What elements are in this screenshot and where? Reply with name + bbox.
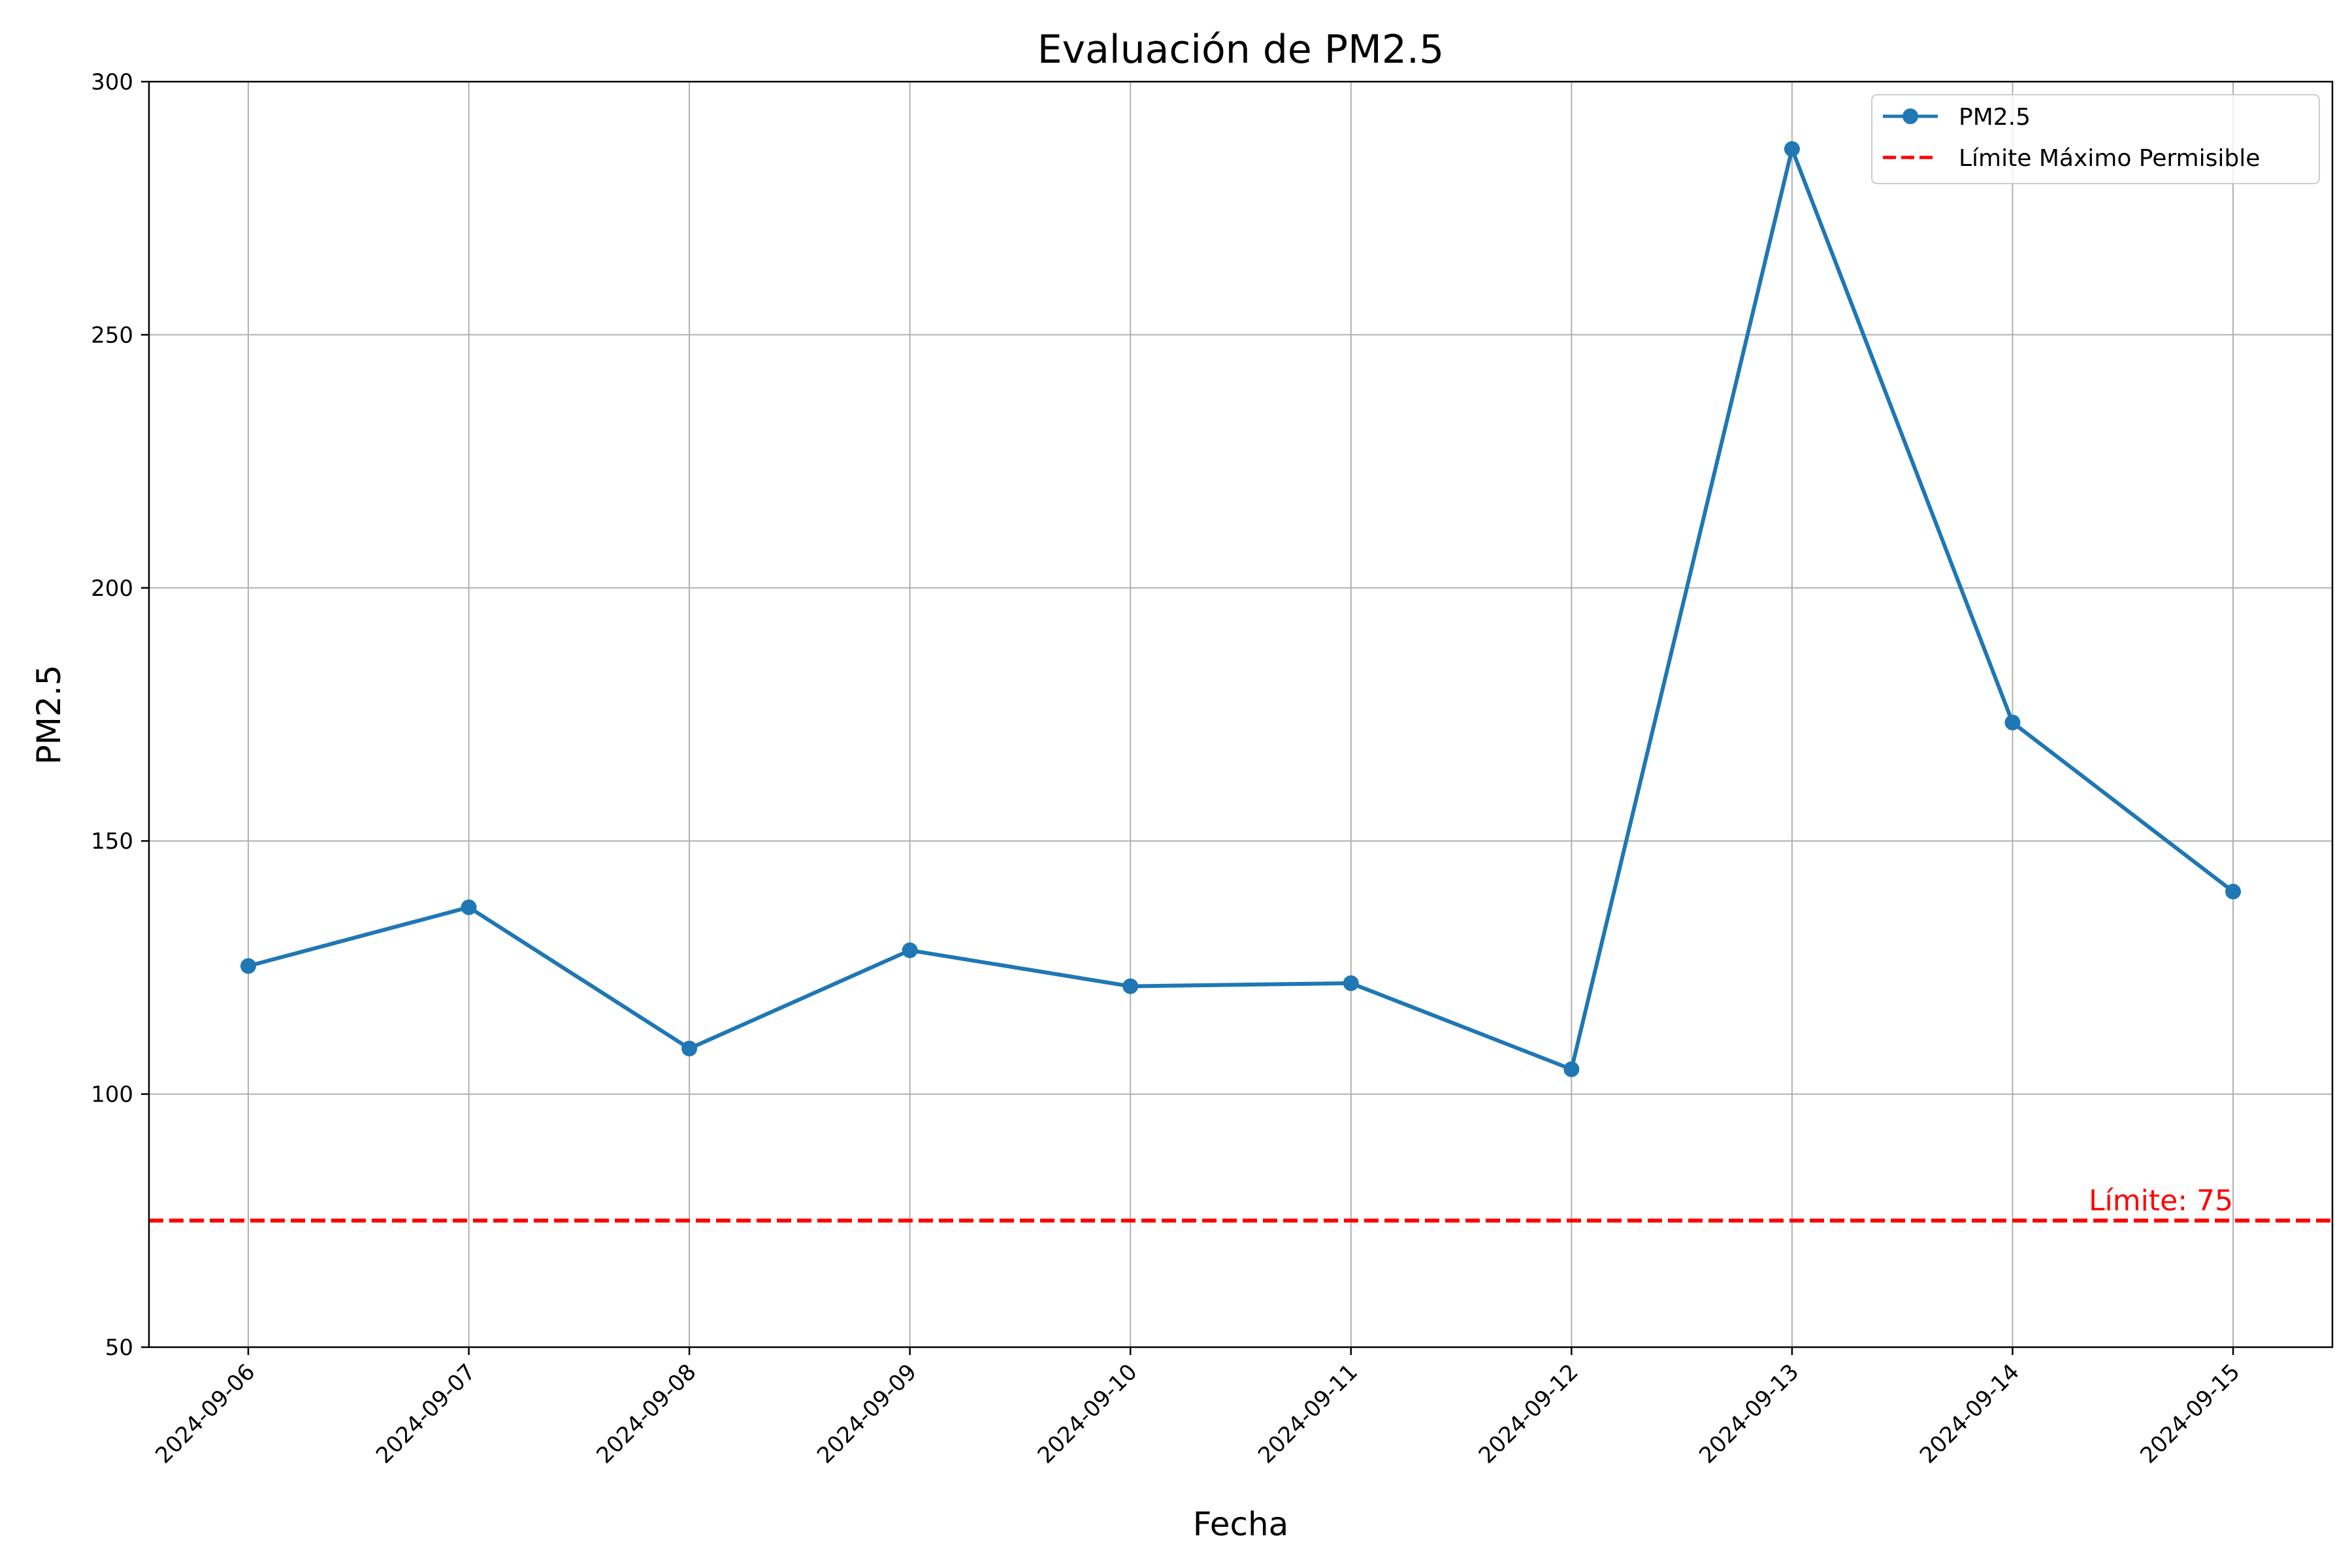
x-tick-label: 2024-09-07 <box>371 1359 481 1469</box>
reference-line-layer: Límite: 75 <box>149 1184 2332 1223</box>
x-tick-label: 2024-09-08 <box>591 1359 701 1469</box>
y-tick-label: 300 <box>91 69 133 95</box>
x-tick-label: 2024-09-12 <box>1474 1359 1584 1469</box>
x-axis-ticks: 2024-09-06 2024-09-07 2024-09-08 2024-09-09… <box>150 1347 2245 1469</box>
data-point <box>461 899 477 915</box>
data-point <box>1122 978 1139 994</box>
y-tick-label: 200 <box>91 576 133 602</box>
data-point <box>681 1040 698 1056</box>
y-tick-label: 150 <box>91 828 133 855</box>
series-layer <box>240 141 2241 1077</box>
data-point <box>1343 975 1359 991</box>
data-point <box>240 958 256 974</box>
legend-series-label: PM2.5 <box>1959 104 2031 131</box>
data-point <box>2004 714 2021 730</box>
legend-box <box>1871 94 2320 184</box>
data-point <box>1563 1061 1580 1077</box>
x-tick-label: 2024-09-11 <box>1253 1359 1363 1469</box>
x-tick-label: 2024-09-15 <box>2135 1359 2245 1469</box>
x-tick-label: 2024-09-14 <box>1915 1359 2025 1469</box>
x-axis-label: Fecha <box>1193 1505 1289 1543</box>
x-tick-label: 2024-09-09 <box>812 1359 922 1469</box>
y-tick-label: 100 <box>91 1082 133 1108</box>
legend: PM2.5 Límite Máximo Permisible <box>1871 94 2320 184</box>
y-tick-label: 50 <box>105 1335 133 1361</box>
x-tick-label: 2024-09-06 <box>150 1359 260 1469</box>
chart-title: Evaluación de PM2.5 <box>1037 27 1445 73</box>
plot-frame <box>148 80 2334 1348</box>
x-tick-label: 2024-09-10 <box>1033 1359 1143 1469</box>
data-point <box>2225 883 2241 900</box>
data-point <box>1784 141 1800 157</box>
y-axis-label: PM2.5 <box>30 665 68 765</box>
series-line <box>248 147 2234 1071</box>
legend-limit-label: Límite Máximo Permisible <box>1959 145 2260 172</box>
legend-series-marker <box>1903 108 1918 124</box>
x-tick-label: 2024-09-13 <box>1694 1359 1804 1469</box>
y-axis-ticks: 50 100 150 200 250 300 <box>91 69 149 1361</box>
grid <box>149 81 2332 1348</box>
data-point <box>902 942 918 958</box>
limit-annotation: Límite: 75 <box>2089 1184 2233 1217</box>
y-tick-label: 250 <box>91 322 133 348</box>
